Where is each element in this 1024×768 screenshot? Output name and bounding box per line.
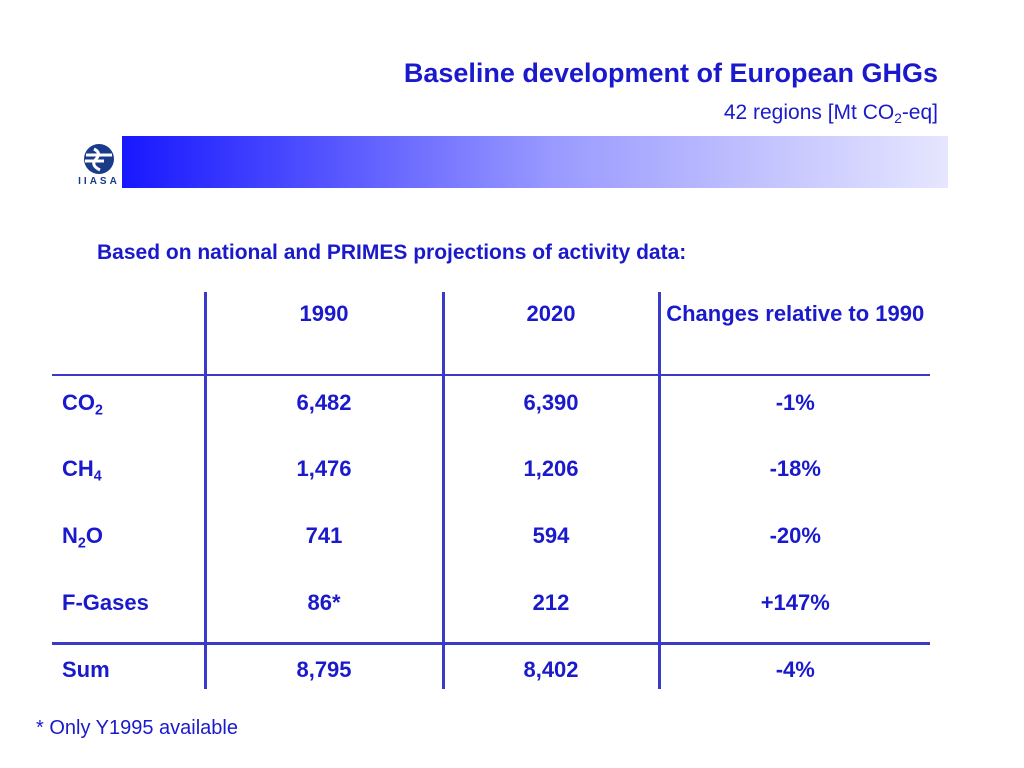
value-2020: 594 [441,509,659,576]
value-2020: 6,390 [441,375,659,442]
gas-label: CO2 [52,375,205,442]
header-empty [52,292,205,376]
value-change: -18% [657,442,930,509]
sum-change: -4% [657,641,930,689]
table-row: N2O 741 594 -20% [52,509,930,576]
footnote: * Only Y1995 available [36,717,238,739]
slide-subtitle: 42 regions [Mt CO2-eq] [724,101,938,125]
gas-label: F-Gases [52,576,205,643]
value-2020: 212 [441,576,659,643]
table-header-row: 1990 2020 Changes relative to 1990 [52,292,930,376]
table-row: F-Gases 86* 212 +147% [52,576,930,643]
subtitle-prefix: 42 regions [Mt CO [723,101,895,124]
value-change: +147% [657,576,930,643]
header-1990: 1990 [203,292,443,376]
slide-title: Baseline development of European GHGs [403,58,938,88]
subtitle-subscript: 2 [894,111,902,127]
table-row: CO2 6,482 6,390 -1% [52,375,930,442]
gas-subscript: 4 [93,468,102,485]
sum-label: Sum [52,641,205,689]
subtitle-suffix: -eq] [901,101,938,124]
value-1990: 1,476 [203,442,443,509]
gas-label: CH4 [52,442,205,509]
header-2020: 2020 [441,292,659,376]
gas-name: F-Gases [62,590,149,615]
value-1990: 6,482 [203,375,443,442]
lead-text: Based on national and PRIMES projections… [97,241,687,264]
ghg-table: 1990 2020 Changes relative to 1990 CO2 6… [52,292,930,689]
gas-name-suffix: O [85,523,103,548]
header-change: Changes relative to 1990 [657,292,930,376]
sum-1990: 8,795 [203,641,443,689]
value-change: -1% [657,375,930,442]
value-1990: 741 [203,509,443,576]
table-sum-row: Sum 8,795 8,402 -4% [52,641,930,689]
iiasa-globe-logo-icon [84,144,114,174]
value-change: -20% [657,509,930,576]
gas-name: N [62,523,78,548]
gas-name: CH [62,456,94,481]
gas-subscript: 2 [77,535,86,552]
gas-name: CO [62,390,95,415]
value-2020: 1,206 [441,442,659,509]
header-banner [76,136,948,188]
value-1990: 86* [203,576,443,643]
table-row: CH4 1,476 1,206 -18% [52,442,930,509]
logo-text: IIASA [78,176,120,187]
gas-subscript: 2 [95,402,103,419]
sum-2020: 8,402 [441,641,659,689]
gas-label: N2O [52,509,205,576]
